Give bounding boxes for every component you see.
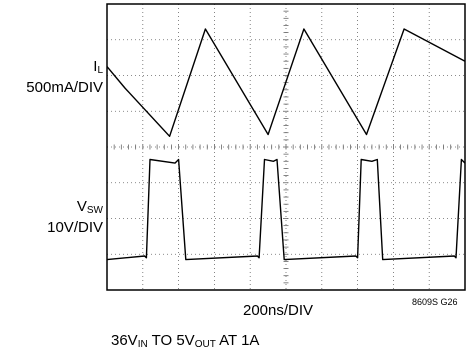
vsw-channel-label: VSW: [3, 198, 103, 216]
caption: 36VIN TO 5VOUT AT 1A: [111, 332, 260, 350]
caption-sub-2: OUT: [194, 339, 216, 350]
vsw-label-sub: SW: [86, 205, 103, 216]
caption-sub-1: IN: [137, 339, 148, 350]
il-trace: [106, 28, 466, 138]
il-label-sub: L: [97, 65, 103, 76]
vsw-trace: [106, 158, 466, 261]
caption-part-1: 36V: [111, 332, 138, 349]
il-scale-label: 500mA/DIV: [26, 79, 103, 96]
grid: [106, 3, 466, 291]
time-scale-label: 200ns/DIV: [243, 302, 314, 319]
il-channel-label: IL: [3, 58, 103, 76]
il-label-main: I: [93, 58, 98, 75]
vsw-scale-label: 10V/DIV: [47, 219, 103, 236]
caption-part-2: TO 5V: [147, 332, 195, 349]
plot-frame: [106, 3, 466, 291]
vsw-label-main: V: [76, 198, 87, 215]
figure-code: 8609S G26: [412, 297, 458, 307]
caption-part-3: AT 1A: [215, 332, 260, 349]
